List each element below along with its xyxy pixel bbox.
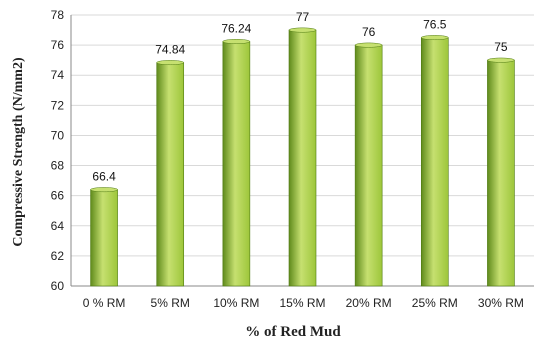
data-label: 76.5 bbox=[423, 18, 447, 32]
y-tick-label: 76 bbox=[51, 38, 65, 52]
x-tick-labels: 0 % RM 5% RM 10% RM 15% RM 20% RM 25% RM 30% R… bbox=[83, 296, 524, 310]
data-label: 76.24 bbox=[221, 21, 251, 35]
bar-top bbox=[156, 60, 184, 66]
x-tick-label: 20% RM bbox=[346, 296, 392, 310]
y-tick-label: 62 bbox=[51, 249, 65, 263]
x-tick-label: 10% RM bbox=[213, 296, 259, 310]
bars bbox=[90, 27, 515, 287]
bar bbox=[487, 59, 515, 287]
data-label: 75 bbox=[494, 40, 508, 54]
y-tick-label: 70 bbox=[51, 128, 65, 142]
y-tick-label: 60 bbox=[51, 279, 65, 293]
data-labels: 66.4 74.84 76.24 77 76 76.5 75 bbox=[92, 10, 508, 184]
bar bbox=[222, 41, 251, 287]
bar-top bbox=[421, 35, 449, 41]
y-tick-label: 78 bbox=[51, 8, 65, 22]
y-tick-label: 66 bbox=[51, 189, 65, 203]
x-tick-label: 5% RM bbox=[151, 296, 190, 310]
x-tick-label: 25% RM bbox=[412, 296, 458, 310]
y-tick-label: 74 bbox=[51, 68, 65, 82]
y-axis-title: Compressive Strength (N/mm2) bbox=[11, 57, 26, 247]
bar-top bbox=[222, 39, 251, 44]
y-tick-label: 68 bbox=[51, 159, 65, 173]
data-label: 66.4 bbox=[92, 170, 116, 184]
y-tick-label: 64 bbox=[51, 219, 65, 233]
x-tick-label: 30% RM bbox=[478, 296, 524, 310]
data-label: 74.84 bbox=[155, 43, 185, 57]
x-tick-label: 0 % RM bbox=[83, 296, 126, 310]
bar-top bbox=[90, 187, 118, 193]
bar-top bbox=[354, 42, 383, 48]
data-label: 77 bbox=[296, 10, 310, 24]
bar bbox=[156, 62, 185, 287]
data-label: 76 bbox=[362, 25, 376, 39]
y-tick-label: 72 bbox=[51, 98, 65, 112]
bar bbox=[288, 29, 317, 287]
bar bbox=[354, 44, 383, 287]
bar-top bbox=[487, 57, 515, 63]
x-axis-title: % of Red Mud bbox=[245, 324, 341, 340]
bar-top bbox=[288, 27, 317, 33]
bar bbox=[420, 37, 449, 287]
bar bbox=[90, 189, 118, 287]
y-tick-labels: 60 62 64 66 68 70 72 74 76 78 bbox=[51, 8, 65, 293]
x-tick-label: 15% RM bbox=[279, 296, 325, 310]
